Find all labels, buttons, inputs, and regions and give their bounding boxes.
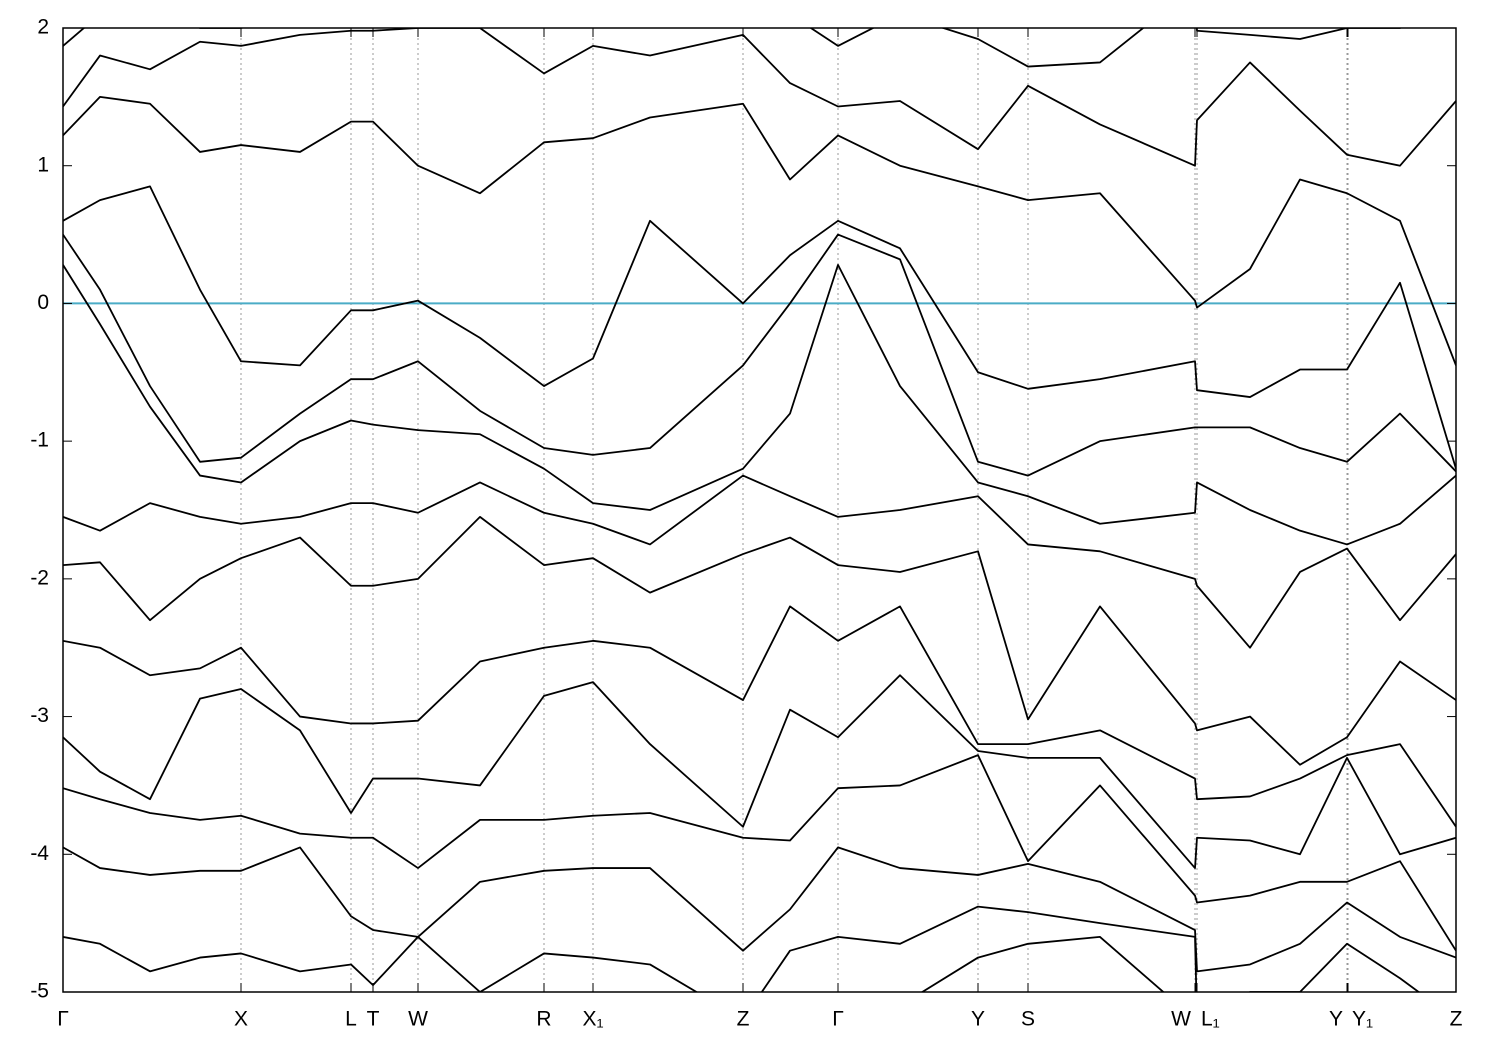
x-tick-label: W [1171, 1008, 1191, 1031]
band-line [63, 605, 1456, 828]
band-line [63, 846, 1456, 973]
x-tick-label: Y [1329, 1008, 1343, 1031]
grid [62, 28, 1457, 992]
y-tick-label: -5 [30, 980, 49, 1003]
band-line [63, 28, 1456, 167]
band-line [63, 185, 1456, 469]
x-tick-label: W [408, 1008, 428, 1031]
band-line [63, 233, 1456, 477]
band-line [63, 28, 1402, 68]
x-tick-label: X₁ [582, 1008, 603, 1031]
plot-frame [62, 27, 1457, 993]
x-tick-label: X [234, 1008, 248, 1031]
band-line [63, 754, 1456, 952]
band-line [63, 674, 1456, 869]
x-tick-label: Z [737, 1008, 750, 1031]
y-tick-label: 1 [37, 153, 49, 176]
x-tick-label: Y [971, 1008, 985, 1031]
y-tick-label: 0 [37, 291, 49, 314]
x-tick-label: R [536, 1008, 551, 1031]
y-tick-label: -3 [30, 704, 49, 727]
x-tick-label: Z [1450, 1008, 1463, 1031]
y-tick-label: 2 [37, 16, 49, 39]
plot-area [63, 28, 1456, 992]
x-tick-label: Y₁ [1352, 1008, 1373, 1031]
x-tick-label: Γ [832, 1008, 844, 1031]
y-tick-label: -4 [30, 842, 49, 865]
x-tick-label: Γ [57, 1008, 69, 1031]
band-line [63, 474, 1456, 649]
x-tick-label: L [345, 1008, 357, 1031]
y-tick-label: -2 [30, 566, 49, 589]
labels: -5 -4 -3 -2 -1 0 1 2 Γ X L T W R X₁ Z Γ Y S W L₁ Y Y₁ Z [30, 16, 1462, 1031]
band-line [920, 936, 1165, 992]
x-tick-label: S [1021, 1008, 1035, 1031]
y-tick-label: -1 [30, 429, 49, 452]
x-tick-label: L₁ [1201, 1008, 1220, 1031]
x-tick-label: T [367, 1008, 380, 1031]
band-line [63, 95, 1456, 366]
band-line [63, 515, 1456, 766]
band-line [63, 263, 1456, 546]
band-line [63, 905, 1421, 992]
